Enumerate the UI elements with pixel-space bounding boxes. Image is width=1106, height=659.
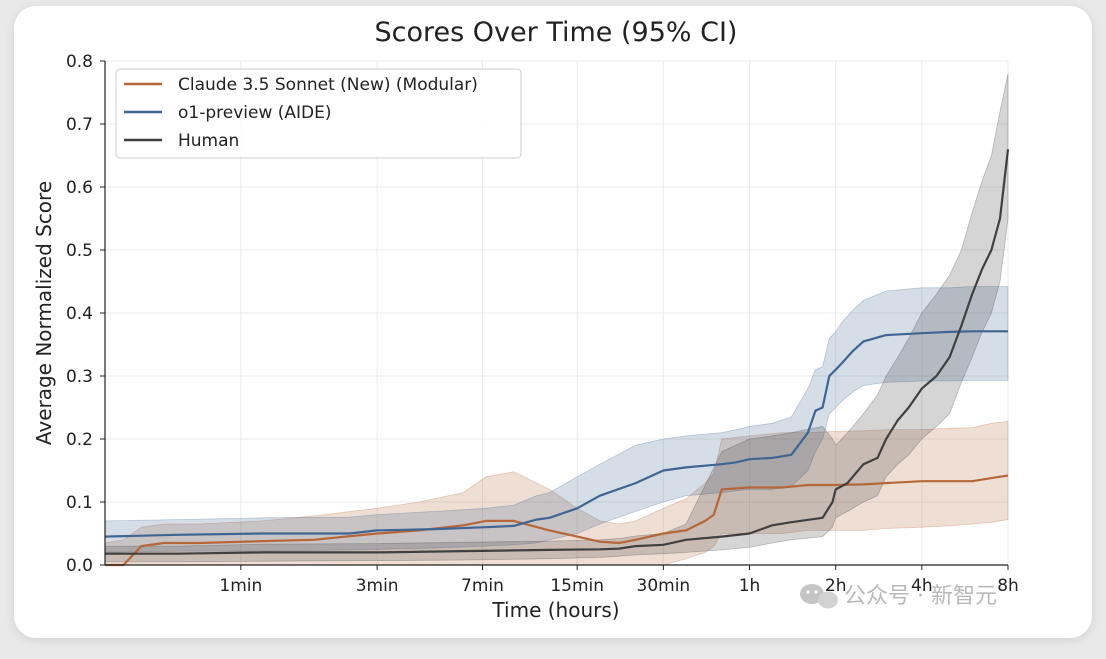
x-axis-label: Time (hours) <box>491 598 619 622</box>
legend-entry-3: Human <box>178 131 239 151</box>
watermark: 公众号 · 新智元 <box>800 584 997 609</box>
series-line-1 <box>105 474 1009 567</box>
y-tick-label: 0.2 <box>66 430 93 450</box>
series-line-2 <box>104 330 1008 538</box>
legend: Claude 3.5 Sonnet (New) (Modular) o1-prev… <box>115 68 522 159</box>
x-tick-label: 3min <box>356 576 399 596</box>
y-tick-label: 0.5 <box>66 241 93 261</box>
y-tick-label: 0.8 <box>66 52 93 72</box>
x-tick-label: 1h <box>739 576 761 596</box>
x-tick-label: 7min <box>461 576 504 596</box>
ci-band-series-3 <box>104 73 1009 563</box>
y-tick-label: 0.7 <box>66 115 93 135</box>
x-tick-label: 2h <box>825 576 847 596</box>
series-line-3 <box>105 149 1010 555</box>
x-tick-label: 1min <box>219 576 262 596</box>
legend-entry-2: o1-preview (AIDE) <box>178 103 332 123</box>
ci-band-series-2 <box>104 286 1009 553</box>
x-tick-label: 8h <box>997 576 1019 596</box>
chart-title: Scores Over Time (95% CI) <box>375 17 738 48</box>
y-axis-label: Average Normalized Score <box>32 181 56 445</box>
legend-box <box>115 68 522 159</box>
series-lines <box>104 149 1010 567</box>
y-tick-label: 0.3 <box>66 367 93 387</box>
y-tick-label: 0.4 <box>66 304 93 324</box>
y-tick-label: 0.0 <box>66 556 93 576</box>
y-tick-label: 0.6 <box>66 178 93 198</box>
x-tick-label: 30min <box>637 576 691 596</box>
y-tick-label: 0.1 <box>66 493 93 513</box>
watermark-text: 公众号 · 新智元 <box>844 584 997 609</box>
x-tick-label: 4h <box>911 576 933 596</box>
wechat-icon <box>800 584 838 609</box>
legend-entry-1: Claude 3.5 Sonnet (New) (Modular) <box>178 75 478 95</box>
x-tick-label: 15min <box>550 576 604 596</box>
tick-labels: 0.0 0.1 0.2 0.3 0.4 0.5 0.6 0.7 0.8 1min 3min 7min 1… <box>66 52 1019 596</box>
